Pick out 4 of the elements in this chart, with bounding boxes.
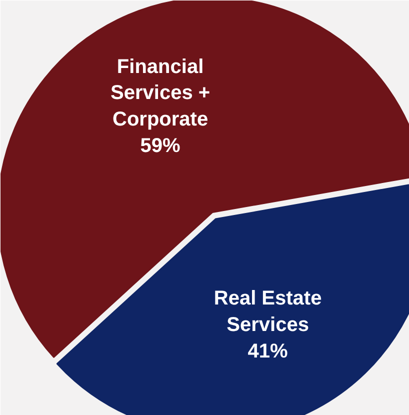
slice-label: Real Estate Services <box>214 287 322 336</box>
data-label: 41% <box>248 340 288 362</box>
data-label: 59% <box>140 135 181 157</box>
slice-label: Financial Services + Corporate <box>110 56 210 131</box>
